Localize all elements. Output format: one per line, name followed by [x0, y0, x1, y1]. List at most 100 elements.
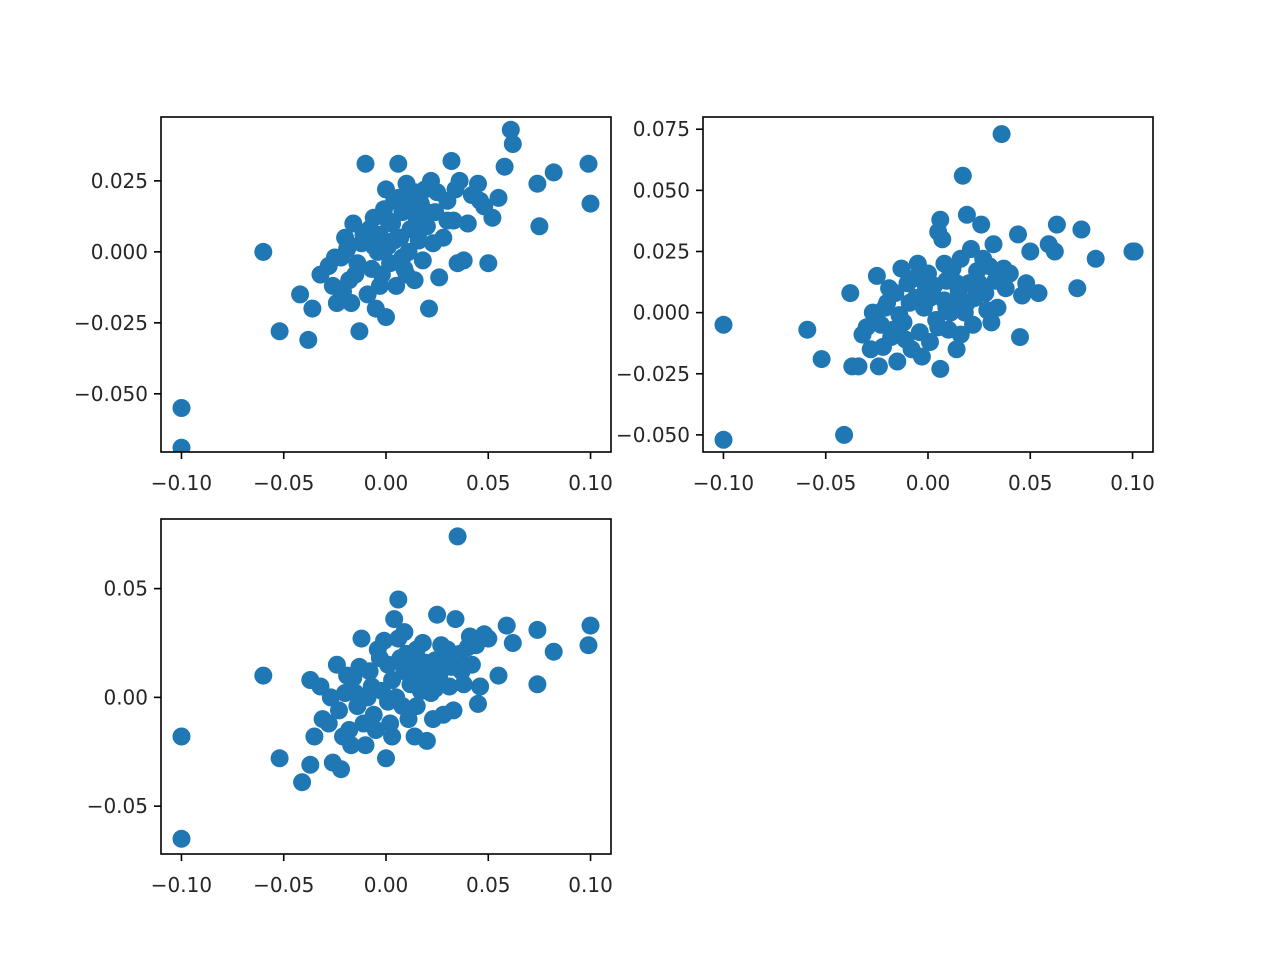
scatter-point: [1125, 242, 1144, 261]
x-tick-label: −0.05: [253, 873, 314, 897]
scatter-point: [957, 205, 976, 224]
scatter-point: [420, 299, 438, 318]
scatter-point: [880, 279, 899, 298]
scatter-point: [579, 636, 598, 655]
scatter-point: [812, 350, 831, 369]
scatter-point: [172, 399, 191, 417]
scatter-point: [990, 266, 1009, 285]
scatter-points: [172, 120, 600, 452]
scatter-point: [442, 152, 461, 170]
scatter-point: [338, 240, 357, 258]
scatter-point: [458, 214, 477, 233]
scatter-point: [385, 610, 404, 629]
y-tick-label: 0.00: [103, 685, 148, 709]
y-tick-label: 0.025: [633, 239, 690, 263]
scatter-point: [888, 352, 907, 371]
x-tick-label: 0.00: [364, 873, 409, 897]
scatter-point: [1009, 225, 1027, 244]
scatter-point: [1017, 274, 1036, 293]
x-tick-label: 0.05: [466, 471, 511, 495]
scatter-point: [489, 188, 508, 207]
scatter-point: [892, 259, 911, 278]
scatter-point: [426, 679, 445, 698]
scatter-point: [379, 692, 397, 711]
scatter-point: [319, 714, 338, 733]
scatter-point: [330, 701, 348, 720]
scatter-point: [407, 640, 426, 659]
scatter-point: [172, 727, 191, 746]
scatter-point: [528, 620, 547, 639]
scatter-point: [503, 135, 522, 153]
scatter-point: [270, 322, 289, 341]
scatter-point: [849, 357, 868, 376]
y-tick-label: 0.025: [91, 169, 148, 193]
x-tick-label: 0.10: [1110, 471, 1155, 495]
scatter-point: [370, 276, 389, 295]
scatter-point: [714, 315, 733, 334]
scatter-point: [876, 298, 894, 317]
scatter-point: [399, 710, 418, 729]
scatter-point: [405, 183, 424, 202]
scatter-point: [332, 760, 350, 779]
scatter-point: [379, 211, 397, 230]
scatter-point: [933, 230, 952, 249]
scatter-point: [530, 217, 549, 236]
scatter-point: [835, 425, 854, 444]
x-tick-label: −0.10: [693, 471, 754, 495]
scatter-point: [1072, 220, 1091, 239]
scatter-point: [440, 677, 459, 696]
scatter-point: [254, 666, 273, 685]
scatter-point: [884, 320, 903, 339]
scatter-point: [417, 731, 436, 750]
scatter-point: [972, 215, 991, 234]
x-tick-label: 0.00: [906, 471, 951, 495]
scatter-point: [483, 208, 502, 227]
scatter-point: [430, 268, 449, 287]
scatter-point: [970, 274, 989, 293]
scatter-point: [407, 697, 426, 716]
scatter-point: [448, 527, 467, 546]
scatter-point: [974, 249, 993, 268]
x-tick-label: 0.10: [568, 873, 613, 897]
scatter-point: [904, 269, 923, 288]
scatter-point: [366, 721, 385, 739]
scatter-point: [321, 688, 340, 707]
scatter-point: [544, 642, 563, 661]
scatter-point: [356, 154, 375, 173]
scatter-point: [375, 631, 393, 650]
scatter-point: [444, 701, 463, 720]
scatter-point: [579, 154, 598, 173]
y-tick-label: 0.05: [103, 577, 148, 601]
scatter-point: [917, 279, 935, 298]
scatter-point: [947, 340, 966, 359]
scatter-point: [305, 727, 324, 746]
scatter-point: [890, 306, 909, 325]
scatter-point: [798, 320, 817, 339]
scatter-point: [393, 248, 412, 267]
scatter-point: [841, 284, 860, 303]
scatter-point: [342, 294, 361, 312]
scatter-point: [383, 727, 402, 746]
scatter-point: [984, 235, 1003, 254]
scatter-point: [544, 163, 563, 182]
x-tick-label: −0.10: [151, 873, 212, 897]
scatter-point: [415, 653, 434, 672]
scatter-point: [489, 666, 508, 685]
scatter-point: [1021, 242, 1040, 261]
scatter-point: [479, 254, 498, 273]
scatter-point: [900, 293, 919, 312]
scatter-point: [391, 649, 410, 668]
y-tick-label: −0.050: [616, 423, 690, 447]
scatter-point: [428, 605, 447, 624]
x-tick-label: 0.05: [466, 873, 511, 897]
scatter-point: [1047, 215, 1066, 234]
scatter-point: [581, 616, 600, 635]
y-tick-label: −0.050: [74, 382, 148, 406]
scatter-point: [479, 629, 498, 648]
scatter-point: [424, 710, 442, 729]
scatter-point: [377, 308, 395, 327]
x-tick-label: −0.05: [795, 471, 856, 495]
scatter-point: [370, 649, 389, 668]
scatter-point: [409, 223, 428, 241]
